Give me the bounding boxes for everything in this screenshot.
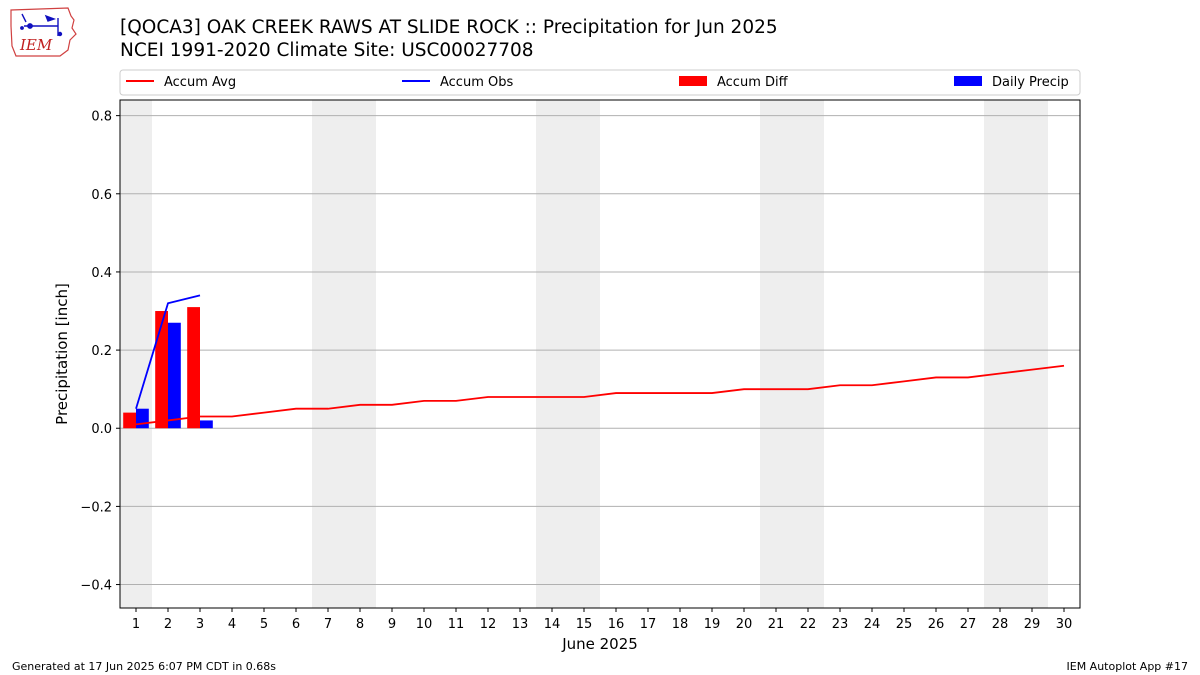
accum-obs-line (135, 294, 201, 409)
y-tick-label: −0.2 (80, 500, 112, 515)
x-axis-label: June 2025 (561, 635, 638, 653)
x-tick-label: 9 (388, 617, 396, 632)
y-tick-label: −0.4 (80, 579, 112, 594)
x-tick-label: 21 (768, 617, 785, 632)
x-tick-label: 1 (132, 617, 140, 632)
y-tick-label: 0.4 (91, 266, 112, 281)
weekend-band (536, 100, 568, 608)
x-tick-label: 24 (864, 617, 881, 632)
y-tick-label: 0.0 (91, 422, 112, 437)
x-tick-label: 29 (1024, 617, 1041, 632)
accum-diff-bar (123, 412, 136, 429)
x-tick-label: 15 (576, 617, 593, 632)
state-outline-icon (10, 7, 77, 57)
y-axis: −0.4 −0.2 0.0 0.2 0.4 0.6 0.8 (80, 110, 120, 594)
weekend-band (120, 100, 152, 608)
x-tick-label: 17 (640, 617, 657, 632)
accum-diff-bar (187, 307, 200, 429)
x-tick-label: 18 (672, 617, 689, 632)
x-tick-label: 19 (704, 617, 721, 632)
accum-diff-bar (155, 311, 168, 429)
line-marks (135, 294, 1065, 426)
x-tick-label: 20 (736, 617, 753, 632)
x-tick-label: 10 (416, 617, 433, 632)
weather-station-icon (20, 13, 63, 37)
x-tick-label: 22 (800, 617, 817, 632)
x-tick-label: 23 (832, 617, 849, 632)
bar-marks (123, 307, 213, 429)
legend-label-accum-diff: Accum Diff (717, 75, 789, 90)
legend: Accum Avg Accum Obs Accum Diff Daily Precip (119, 69, 1081, 96)
x-tick-label: 14 (544, 617, 561, 632)
weekend-shading (120, 100, 1048, 608)
generated-timestamp: Generated at 17 Jun 2025 6:07 PM CDT in … (12, 660, 277, 673)
daily-precip-bar (200, 420, 213, 429)
x-tick-label: 2 (164, 617, 172, 632)
daily-precip-bar (136, 408, 149, 429)
x-tick-label: 12 (480, 617, 497, 632)
weekend-band (984, 100, 1016, 608)
y-tick-label: 0.6 (91, 188, 112, 203)
chart-subtitle: NCEI 1991-2020 Climate Site: USC00027708 (120, 40, 534, 61)
y-axis-label: Precipitation [inch] (53, 283, 71, 425)
app-credit: IEM Autoplot App #17 (1066, 660, 1189, 673)
weekend-band (312, 100, 344, 608)
weekend-band (1016, 100, 1048, 608)
legend-swatch-daily-precip (954, 76, 982, 86)
y-tick-label: 0.8 (91, 110, 112, 125)
plot-frame (119, 99, 1081, 609)
x-tick-label: 7 (324, 617, 332, 632)
daily-precip-bar (168, 322, 181, 429)
x-tick-label: 6 (292, 617, 300, 632)
legend-box (119, 69, 1081, 96)
weekend-band (760, 100, 792, 608)
x-tick-label: 27 (960, 617, 977, 632)
weekend-band (568, 100, 600, 608)
x-tick-label: 4 (228, 617, 236, 632)
y-tick-label: 0.2 (91, 344, 112, 359)
x-tick-label: 25 (896, 617, 913, 632)
x-axis: 1 2 3 4 5 6 7 8 9 10 11 12 13 14 15 16 17 18 19 20 21 22 23 24 2… (132, 608, 1072, 632)
x-tick-label: 16 (608, 617, 625, 632)
legend-label-accum-avg: Accum Avg (164, 75, 236, 90)
accum-avg-line (135, 364, 1065, 426)
weekend-band (792, 100, 824, 608)
legend-label-daily-precip: Daily Precip (992, 75, 1069, 90)
x-tick-label: 13 (512, 617, 529, 632)
x-tick-label: 26 (928, 617, 945, 632)
x-tick-label: 11 (448, 617, 465, 632)
x-tick-label: 3 (196, 617, 204, 632)
legend-swatch-accum-diff (679, 76, 707, 86)
x-tick-label: 30 (1056, 617, 1073, 632)
x-tick-label: 8 (356, 617, 364, 632)
x-tick-label: 28 (992, 617, 1009, 632)
chart-title: [QOCA3] OAK CREEK RAWS AT SLIDE ROCK :: … (120, 17, 778, 38)
weekend-band (344, 100, 376, 608)
grid-lines (120, 115, 1080, 586)
x-tick-label: 5 (260, 617, 268, 632)
legend-label-accum-obs: Accum Obs (440, 75, 513, 90)
logo-text: IEM (19, 36, 53, 54)
iem-logo: IEM (10, 7, 77, 57)
